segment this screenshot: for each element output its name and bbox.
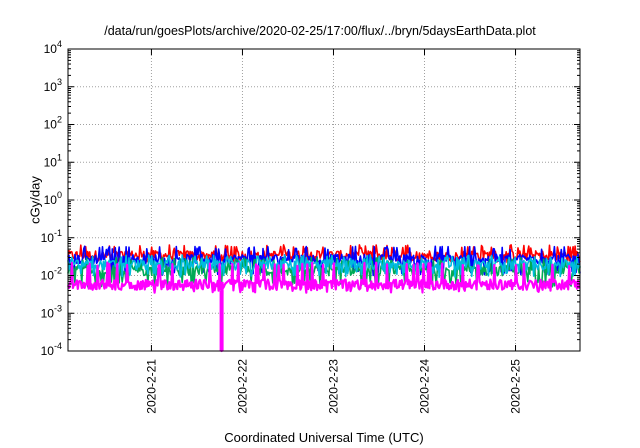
y-tick-label: 102 bbox=[44, 115, 62, 132]
series-layer bbox=[66, 244, 581, 353]
dip-spike bbox=[219, 290, 224, 351]
y-axis-label: cGy/day bbox=[27, 176, 43, 224]
plot-frame bbox=[67, 48, 581, 352]
y-tick-label: 100 bbox=[44, 190, 62, 207]
grid-layer bbox=[68, 49, 580, 351]
x-tick-label: 2020-2-22 bbox=[235, 359, 249, 414]
x-axis-label: Coordinated Universal Time (UTC) bbox=[224, 430, 424, 445]
x-tick-label: 2020-2-25 bbox=[509, 359, 523, 414]
y-tick-label: 101 bbox=[44, 152, 62, 169]
y-tick-label: 10-4 bbox=[41, 341, 62, 358]
y-tick-label: 10-2 bbox=[41, 266, 62, 283]
series-line-1 bbox=[67, 245, 581, 277]
series-line-4 bbox=[66, 261, 581, 353]
x-tick-label: 2020-2-21 bbox=[144, 359, 158, 414]
x-tick-label: 2020-2-24 bbox=[418, 359, 432, 414]
chart-title: /data/run/goesPlots/archive/2020-02-25/1… bbox=[104, 24, 536, 38]
y-tick-label: 10-1 bbox=[41, 228, 62, 245]
axes-layer: 10-4 10-3 10-2 10-1 100 101 102 103 104 2020-2-21… bbox=[41, 39, 581, 414]
y-tick-label: 10-3 bbox=[41, 303, 62, 320]
y-tick-label: 103 bbox=[44, 77, 62, 94]
y-tick-label: 104 bbox=[44, 39, 62, 56]
x-tick-label: 2020-2-23 bbox=[326, 359, 340, 414]
